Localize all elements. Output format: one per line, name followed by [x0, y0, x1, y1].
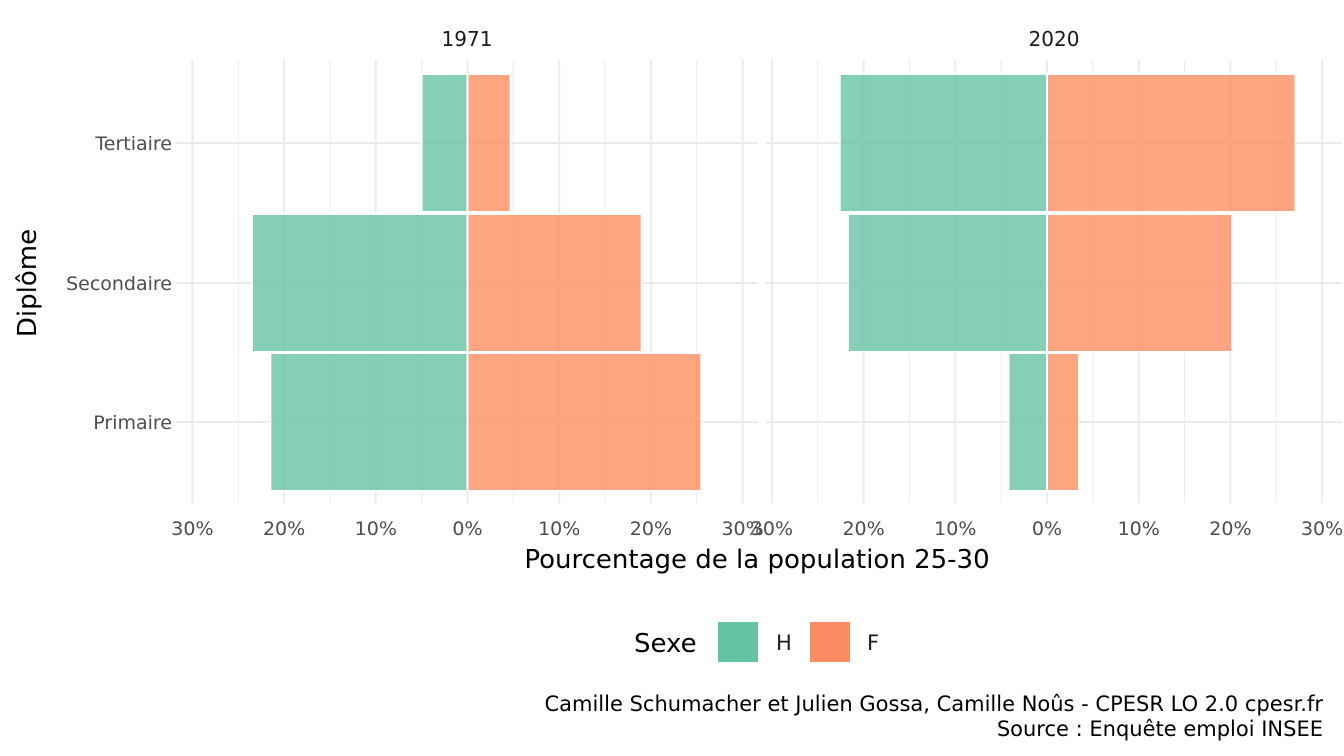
- legend-label-f: F: [867, 631, 879, 655]
- bar-f-tertiaire: [1046, 73, 1297, 213]
- caption-authors: Camille Schumacher et Julien Gossa, Cami…: [544, 692, 1323, 716]
- y-axis-title: Diplôme: [13, 229, 43, 337]
- legend-title: Sexe: [634, 629, 697, 659]
- y-tick-label-secondaire: Secondaire: [66, 273, 172, 295]
- bar-f-primaire: [1046, 352, 1081, 492]
- bar-h-primaire: [1007, 352, 1049, 492]
- legend-swatch-f: [810, 622, 850, 662]
- facets-layer: Primaire Secondaire Tertiaire 1971 30% 20% 10%…: [66, 27, 1343, 540]
- x-tick-label: 30%: [751, 518, 793, 540]
- legend-swatch-h: [718, 622, 758, 662]
- y-tick-label-tertiaire: Tertiaire: [94, 133, 172, 155]
- x-tick-label: 20%: [630, 518, 672, 540]
- x-tick-label: 20%: [842, 518, 884, 540]
- facet-title: 1971: [442, 27, 493, 51]
- x-tick-label: 20%: [1209, 518, 1251, 540]
- bar-h-secondaire: [251, 213, 469, 353]
- bar-f-secondaire: [466, 213, 643, 353]
- x-tick-label: 0%: [452, 518, 482, 540]
- x-axis-title: Pourcentage de la population 25-30: [524, 545, 989, 575]
- facet-2020: 2020 30% 20% 10% 0% 10% 20% 30%: [751, 27, 1343, 540]
- facet-title: 2020: [1029, 27, 1080, 51]
- legend: Sexe H F: [634, 622, 879, 662]
- legend-label-h: H: [776, 631, 792, 655]
- y-tick-label-primaire: Primaire: [93, 412, 172, 434]
- bar-h-secondaire: [847, 213, 1048, 353]
- bar-f-primaire: [466, 352, 703, 492]
- x-tick-label: 30%: [171, 518, 213, 540]
- bar-f-tertiaire: [466, 73, 512, 213]
- x-tick-label: 10%: [1118, 518, 1160, 540]
- x-tick-label: 30%: [721, 518, 763, 540]
- x-tick-label: 0%: [1032, 518, 1062, 540]
- x-tick-label: 30%: [1301, 518, 1343, 540]
- x-tick-label: 10%: [355, 518, 397, 540]
- x-tick-label: 10%: [934, 518, 976, 540]
- bar-h-tertiaire: [420, 73, 469, 213]
- bar-h-primaire: [269, 352, 469, 492]
- x-tick-label: 10%: [538, 518, 580, 540]
- caption-source: Source : Enquête emploi INSEE: [997, 717, 1323, 741]
- x-tick-label: 20%: [263, 518, 305, 540]
- facet-1971: 1971 30% 20% 10% 0% 10% 20% 30%: [171, 27, 763, 540]
- bar-h-tertiaire: [838, 73, 1048, 213]
- bar-f-secondaire: [1046, 213, 1234, 353]
